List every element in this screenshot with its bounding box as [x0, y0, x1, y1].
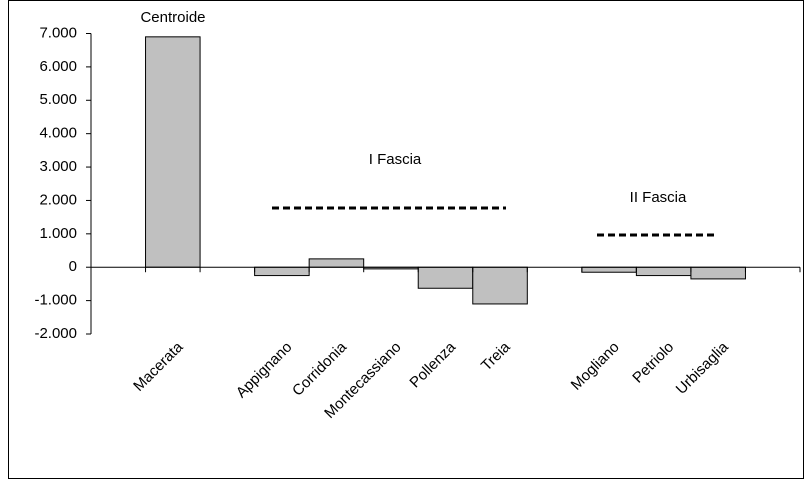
y-tick-label: 7.000: [39, 24, 77, 41]
bar: [690, 266, 746, 280]
annotation: Centroide: [140, 9, 205, 26]
y-tick-label: -2.000: [34, 325, 77, 342]
y-tick-label: 2.000: [39, 191, 77, 208]
bar: [308, 258, 365, 268]
bar: [145, 36, 201, 268]
y-tick-label: 6.000: [39, 58, 77, 75]
bar: [635, 266, 692, 277]
y-tick-label: -1.000: [34, 292, 77, 309]
annotation: II Fascia: [630, 189, 687, 206]
bar: [417, 266, 474, 289]
bar: [254, 266, 310, 277]
y-tick-label: 3.000: [39, 158, 77, 175]
y-tick-label: 4.000: [39, 125, 77, 142]
chart-frame: [8, 0, 804, 479]
y-tick-label: 1.000: [39, 225, 77, 242]
bar: [472, 266, 528, 305]
y-tick-label: 0: [69, 258, 77, 275]
annotation: I Fascia: [369, 151, 422, 168]
y-tick-label: 5.000: [39, 91, 77, 108]
bar: [581, 266, 637, 273]
